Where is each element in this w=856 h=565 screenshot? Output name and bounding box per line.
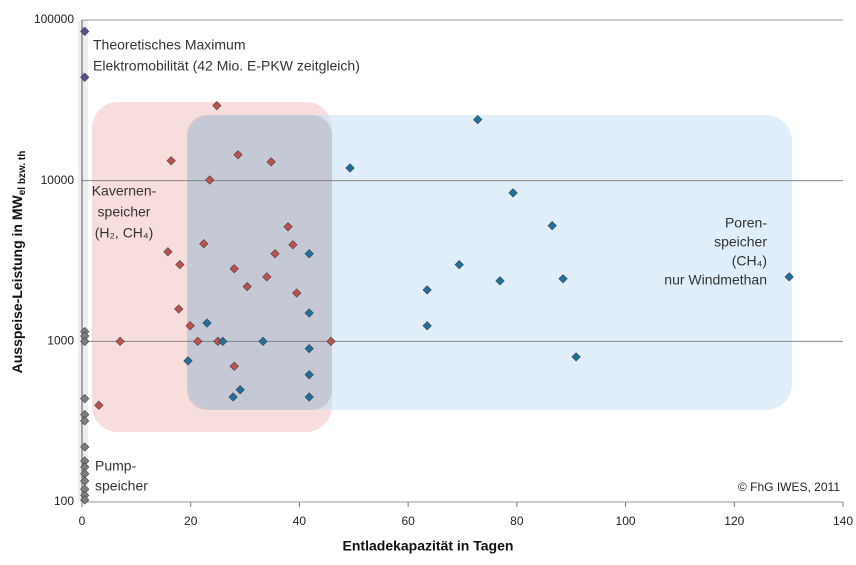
- point: [163, 247, 173, 257]
- point: [547, 221, 557, 231]
- point: [558, 274, 568, 284]
- annotation: Elektromobilität (42 Mio. E-PKW zeitglei…: [93, 58, 360, 74]
- point: [270, 249, 280, 259]
- point: [288, 240, 298, 250]
- x-tick-label: 40: [293, 514, 307, 528]
- point: [80, 495, 90, 505]
- point: [205, 175, 215, 185]
- point: [183, 356, 193, 366]
- point: [175, 260, 185, 270]
- point: [345, 163, 355, 173]
- point: [283, 222, 293, 232]
- annotation: © FhG IWES, 2011: [738, 480, 840, 494]
- overlap-region: [187, 115, 332, 410]
- point: [304, 344, 314, 354]
- x-tick-label: 20: [184, 514, 198, 528]
- x-axis-label: Entladekapazität in Tagen: [343, 538, 514, 554]
- y-label-main: Ausspeise-Leistung in MW: [9, 194, 25, 373]
- point: [94, 400, 104, 410]
- annotation: speicher: [98, 204, 151, 220]
- point: [242, 282, 252, 292]
- point: [258, 336, 268, 346]
- point: [229, 361, 239, 371]
- point: [218, 336, 228, 346]
- point: [495, 276, 505, 286]
- point: [422, 285, 432, 295]
- point: [304, 249, 314, 259]
- y-tick-label: 1000: [47, 334, 74, 348]
- point: [228, 392, 238, 402]
- annotation: Theoretisches Maximum: [93, 37, 246, 53]
- point: [212, 101, 222, 111]
- point: [202, 318, 212, 328]
- x-tick-label: 120: [724, 514, 744, 528]
- point: [166, 156, 176, 166]
- x-tick-label: 80: [510, 514, 524, 528]
- annotation: speicher: [714, 234, 767, 250]
- annotation: (H₂, CH₄): [95, 225, 154, 241]
- point: [80, 442, 90, 452]
- point: [473, 114, 483, 125]
- pump-band: [78, 20, 88, 502]
- annotation: nur Windmethan: [664, 272, 767, 288]
- point: [304, 392, 314, 402]
- poren-region: [187, 115, 792, 410]
- point: [193, 336, 203, 346]
- point: [292, 288, 302, 298]
- point: [326, 336, 336, 346]
- marks: [80, 26, 794, 505]
- point: [80, 416, 90, 426]
- point: [266, 157, 276, 167]
- annotation: (CH₄): [732, 253, 767, 269]
- annotation: Kavernen-: [92, 183, 157, 199]
- y-tick-label: 10000: [41, 173, 75, 187]
- point: [115, 336, 125, 346]
- point: [199, 239, 209, 249]
- point: [784, 272, 794, 282]
- point: [80, 336, 90, 346]
- point: [233, 150, 243, 160]
- point: [304, 308, 314, 318]
- point: [185, 321, 195, 331]
- point: [454, 260, 464, 270]
- y-label-sub: el bzw. th: [17, 151, 28, 196]
- point: [571, 352, 581, 362]
- y-tick-label: 100000: [34, 12, 74, 26]
- y-axis-label: Ausspeise-Leistung in MWel bzw. th: [9, 151, 28, 374]
- point: [80, 26, 90, 36]
- x-tick-label: 60: [401, 514, 415, 528]
- annotation: speicher: [95, 478, 148, 494]
- point: [262, 272, 272, 282]
- point: [508, 188, 518, 198]
- x-tick-label: 140: [833, 514, 853, 528]
- point: [229, 264, 239, 274]
- x-tick-label: 100: [616, 514, 636, 528]
- point: [80, 393, 90, 404]
- x-tick-label: 0: [79, 514, 86, 528]
- point: [174, 304, 184, 314]
- point: [235, 385, 245, 395]
- annotation: Pump-: [95, 458, 137, 474]
- y-tick-label: 100: [54, 494, 74, 508]
- point: [80, 72, 90, 82]
- annotation: Poren-: [725, 215, 767, 231]
- point: [304, 370, 314, 380]
- point: [422, 321, 432, 331]
